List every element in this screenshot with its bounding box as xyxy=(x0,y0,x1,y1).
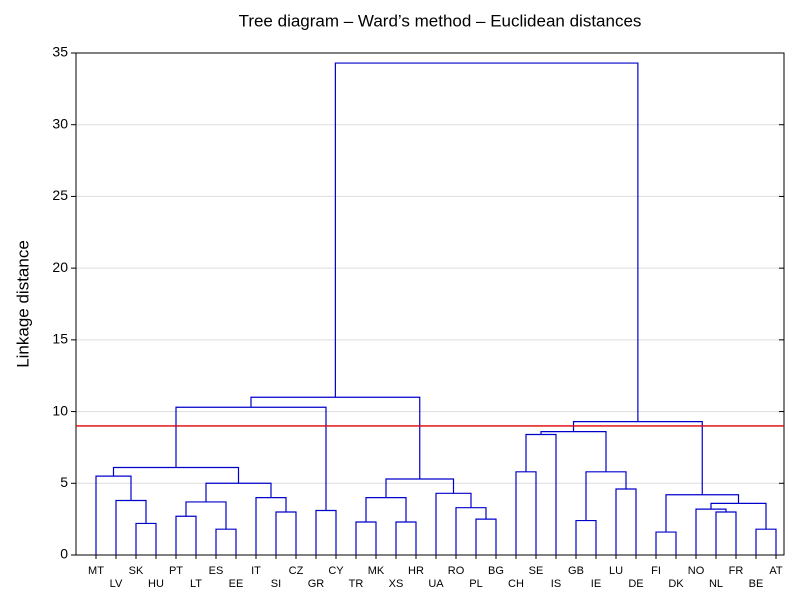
link xyxy=(455,507,487,555)
leaf-label: ES xyxy=(209,565,224,577)
y-tick-label: 25 xyxy=(52,187,68,203)
link xyxy=(540,431,607,472)
leaf-label: IS xyxy=(551,578,561,590)
leaf-label: PT xyxy=(169,565,183,577)
link xyxy=(185,501,227,530)
leaf-label: MK xyxy=(368,565,385,577)
link xyxy=(585,471,627,521)
leaf-label: SK xyxy=(129,565,144,577)
leaf-label: SE xyxy=(529,565,544,577)
link xyxy=(572,421,703,495)
link xyxy=(112,466,240,484)
y-tick-label: 35 xyxy=(52,44,68,60)
leaf-label: CZ xyxy=(289,565,304,577)
leaf-label: IT xyxy=(251,565,261,577)
leaf-label: BG xyxy=(488,565,504,577)
leaf-label: HU xyxy=(148,578,164,590)
link xyxy=(525,433,557,555)
link xyxy=(710,502,767,530)
leaf-label: MT xyxy=(88,565,104,577)
link xyxy=(475,518,497,555)
link xyxy=(175,406,327,511)
leaf-label: RO xyxy=(448,565,465,577)
link xyxy=(355,521,377,555)
leaf-label: LT xyxy=(190,578,202,590)
link xyxy=(365,497,407,523)
link xyxy=(575,519,597,555)
leaf-label: LU xyxy=(609,565,623,577)
link xyxy=(695,508,727,555)
leaf-label: GR xyxy=(308,578,325,590)
y-tick-label: 0 xyxy=(60,546,68,562)
leaf-label: UA xyxy=(428,578,444,590)
leaf-label: NO xyxy=(688,565,705,577)
leaf-label: FI xyxy=(651,565,661,577)
link xyxy=(205,482,272,502)
leaf-label: HR xyxy=(408,565,424,577)
leaf-label: TR xyxy=(349,578,364,590)
chart-title: Tree diagram – Ward’s method – Euclidean… xyxy=(239,11,642,30)
leaf-label: GB xyxy=(568,565,584,577)
leaf-label: IE xyxy=(591,578,601,590)
link xyxy=(315,509,337,555)
leaf-label: NL xyxy=(709,578,723,590)
leaf-label: DE xyxy=(628,578,643,590)
link xyxy=(385,478,455,498)
y-tick-label: 5 xyxy=(60,474,68,490)
link xyxy=(515,471,537,555)
link xyxy=(615,488,637,555)
plot-frame xyxy=(75,52,785,556)
leaf-label: AT xyxy=(769,565,783,577)
y-axis-label: Linkage distance xyxy=(13,240,32,368)
y-tick-label: 10 xyxy=(52,402,68,418)
leaf-label: CY xyxy=(328,565,344,577)
y-tick-label: 15 xyxy=(52,331,68,347)
link xyxy=(275,511,297,555)
link xyxy=(215,528,237,555)
y-tick-label: 20 xyxy=(52,259,68,275)
link xyxy=(755,528,777,555)
link xyxy=(334,62,639,422)
link xyxy=(395,521,417,555)
leaf-label: EE xyxy=(229,578,244,590)
leaf-label: XS xyxy=(389,578,404,590)
link xyxy=(250,396,421,479)
link xyxy=(95,475,132,555)
leaf-label: CH xyxy=(508,578,524,590)
link xyxy=(255,497,287,555)
leaf-label: DK xyxy=(668,578,684,590)
leaf-label: FR xyxy=(729,565,744,577)
link xyxy=(175,515,197,555)
link xyxy=(435,492,472,555)
leaf-label: PL xyxy=(469,578,482,590)
link xyxy=(665,494,740,533)
link xyxy=(655,531,677,555)
link xyxy=(115,499,147,555)
link xyxy=(135,522,157,555)
y-tick-label: 30 xyxy=(52,115,68,131)
link xyxy=(715,511,737,555)
leaf-label: SI xyxy=(271,578,281,590)
leaf-label: BE xyxy=(749,578,764,590)
leaf-label: LV xyxy=(110,578,123,590)
